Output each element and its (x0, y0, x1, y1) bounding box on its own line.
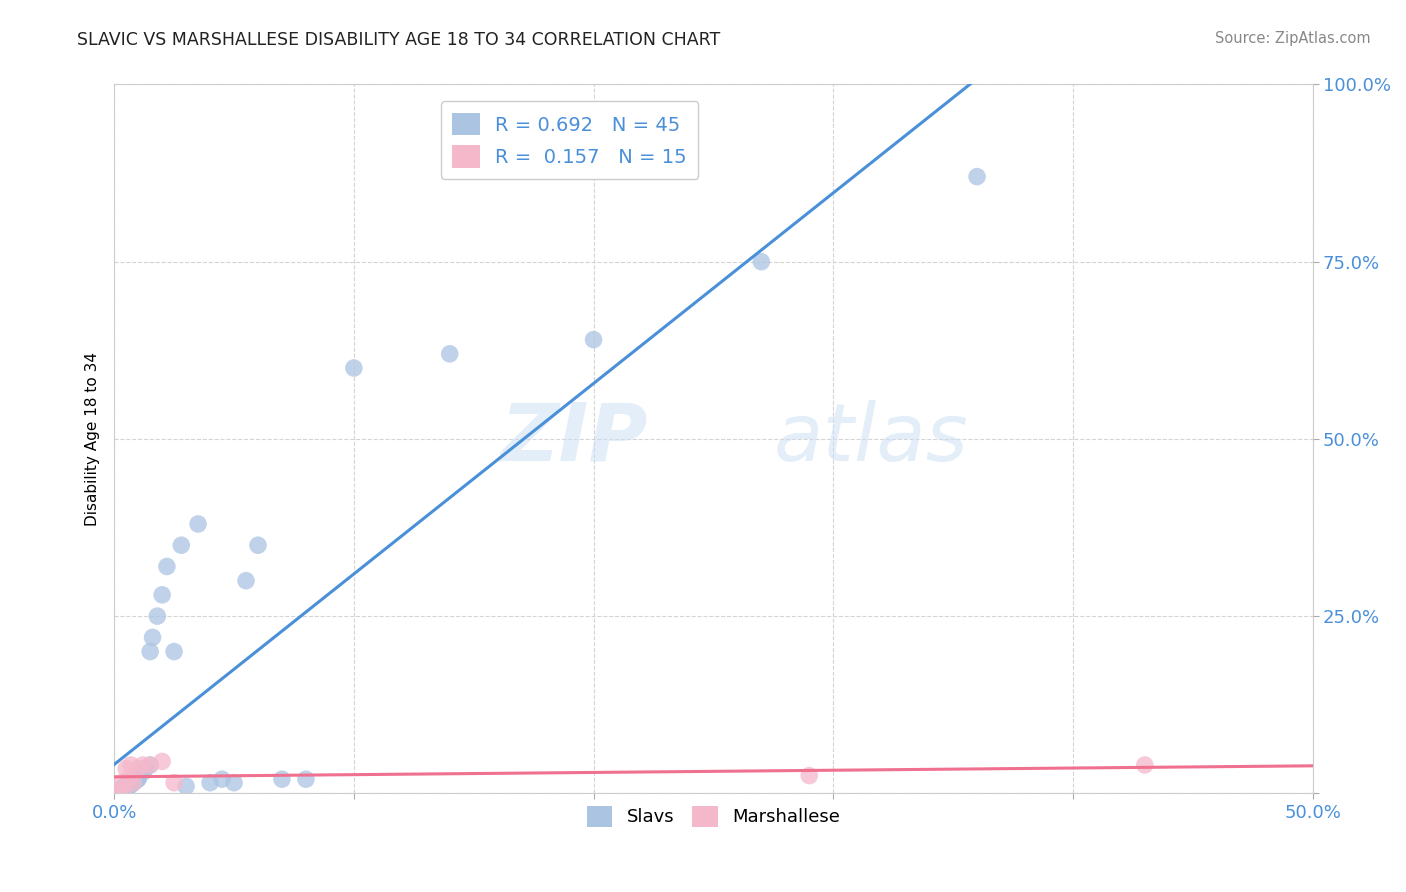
Point (134, 762, 156, 776)
Point (150, 755, 173, 769)
Point (120, 758, 142, 772)
Point (150, 588, 173, 602)
Point (110, 775, 132, 789)
Point (122, 775, 145, 789)
Point (1133, 758, 1156, 772)
Point (295, 772, 318, 787)
Y-axis label: Disability Age 18 to 34: Disability Age 18 to 34 (86, 352, 100, 526)
Point (112, 780, 135, 795)
Point (117, 779, 139, 793)
Point (115, 762, 138, 776)
Point (115, 782, 138, 797)
Point (115, 780, 138, 795)
Point (120, 778, 142, 792)
Point (139, 758, 162, 772)
Point (146, 609, 169, 624)
Point (117, 772, 139, 787)
Point (211, 772, 233, 787)
Point (222, 775, 245, 789)
Point (582, 333, 605, 347)
Point (122, 772, 145, 787)
Point (105, 784, 128, 798)
Point (110, 782, 132, 797)
Legend: Slavs, Marshallese: Slavs, Marshallese (579, 798, 846, 834)
Point (132, 758, 155, 772)
Point (112, 782, 135, 797)
Point (108, 784, 131, 798)
Text: SLAVIC VS MARSHALLESE DISABILITY AGE 18 TO 34 CORRELATION CHART: SLAVIC VS MARSHALLESE DISABILITY AGE 18 … (77, 31, 721, 49)
Point (122, 775, 145, 789)
Point (163, 644, 186, 658)
Point (246, 538, 269, 552)
Point (139, 644, 162, 658)
Point (127, 769, 149, 783)
Point (187, 516, 209, 531)
Point (110, 781, 132, 796)
Point (343, 361, 366, 376)
Point (235, 574, 257, 588)
Point (439, 347, 461, 361)
Point (127, 762, 149, 776)
Point (108, 783, 131, 797)
Text: ZIP: ZIP (501, 400, 648, 478)
Point (127, 772, 149, 787)
Point (108, 782, 131, 797)
Point (125, 773, 148, 788)
Point (174, 779, 197, 793)
Point (117, 778, 139, 792)
Point (127, 771, 149, 785)
Point (112, 782, 135, 797)
Point (139, 758, 162, 772)
Point (115, 779, 138, 793)
Point (120, 775, 142, 789)
Point (156, 559, 179, 574)
Text: atlas: atlas (773, 400, 969, 478)
Point (966, 169, 988, 184)
Point (198, 775, 221, 789)
Point (132, 765, 155, 780)
Point (271, 772, 294, 787)
Point (749, 254, 772, 268)
Point (163, 775, 186, 789)
Point (105, 785, 128, 799)
Point (110, 782, 132, 797)
Point (170, 538, 193, 552)
Point (799, 769, 821, 783)
Point (141, 631, 163, 645)
Text: Source: ZipAtlas.com: Source: ZipAtlas.com (1215, 31, 1371, 46)
